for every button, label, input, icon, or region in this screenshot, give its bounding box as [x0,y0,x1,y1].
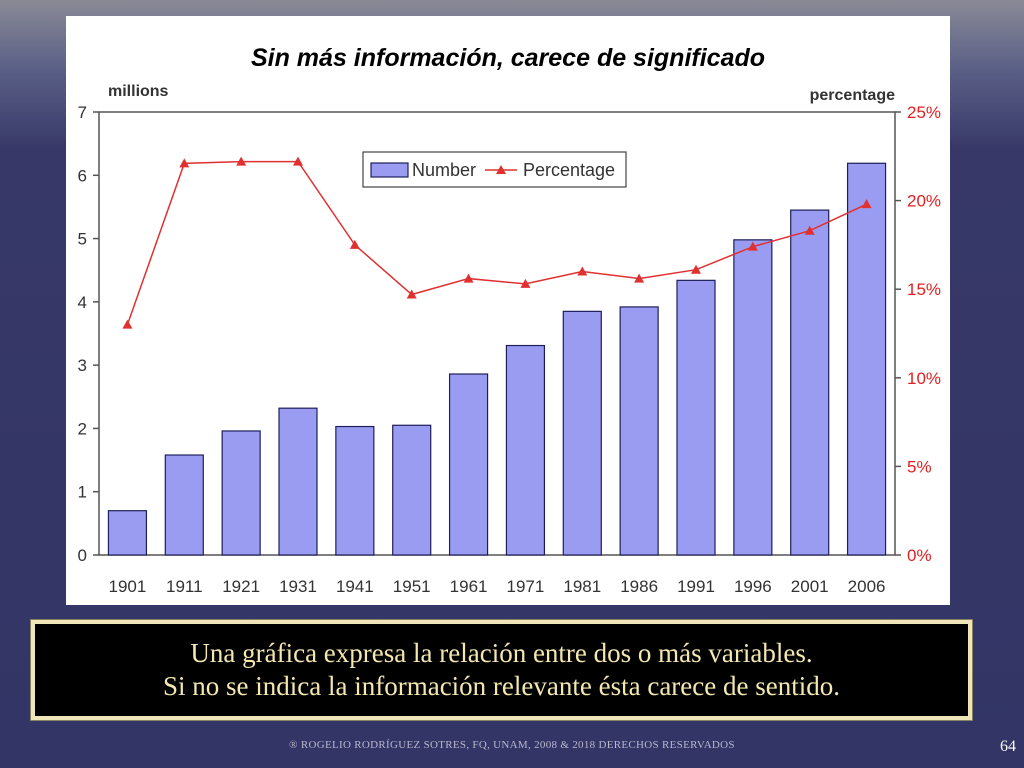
percentage-point-1991 [691,264,701,274]
legend-label-number: Number [412,160,476,180]
bar-1951 [392,424,432,556]
left-tick-label: 0 [78,546,87,565]
x-tick-label: 1986 [620,577,658,596]
legend-label-percentage: Percentage [523,160,615,180]
left-tick-label: 1 [78,483,87,502]
right-tick-label: 0% [907,546,932,565]
left-tick-label: 3 [78,356,87,375]
x-tick-label: 1941 [336,577,374,596]
tick-labels: 0 1 2 3 4 5 6 7 0% 5% 10% 15% 20% 25% millions percenta… [78,83,942,596]
right-tick-label: 5% [907,457,932,476]
bar-2001 [790,209,830,556]
copyright-footer: ® ROGELIO RODRÍGUEZ SOTRES, FQ, UNAM, 20… [289,739,735,751]
left-tick-label: 6 [78,166,87,185]
left-tick-label: 5 [78,230,87,249]
left-tick-label: 4 [78,293,87,312]
x-tick-label: 1991 [677,577,715,596]
left-tick-label: 2 [78,419,87,438]
x-tick-label: 1911 [166,577,203,596]
percentage-point-1931 [293,156,303,166]
chart-panel: Sin más información, carece de significa… [66,16,950,605]
legend-swatch-number [370,162,409,178]
bars [107,162,887,556]
bar-1931 [278,407,318,556]
x-tick-label: 2006 [848,577,886,596]
bar-1981 [562,310,602,556]
percentage-point-2001 [804,225,815,235]
bar-1901 [107,510,148,556]
percentage-point-1941 [349,239,360,249]
bar-1911 [164,454,204,556]
percentage-point-1961 [463,273,474,283]
plot-frame [98,111,896,556]
bar-1991 [676,279,716,556]
x-tick-label: 1931 [279,577,317,596]
chart-title: Sin más información, carece de significa… [250,44,766,72]
percentage-point-1981 [577,266,588,276]
caption-line-1: Una gráfica expresa la relación entre do… [190,638,813,668]
caption-box: Una gráfica expresa la relación entre do… [31,620,972,720]
percentage-point-1986 [634,273,645,283]
left-axis-unit-label: millions [108,83,169,100]
bar-1986 [619,306,659,556]
x-tick-label: 1996 [734,577,772,596]
x-tick-label: 2001 [791,577,829,596]
percentage-point-1901 [122,319,133,329]
x-tick-label: 1951 [393,577,431,596]
left-tick-label: 7 [78,103,87,122]
caption-line-2: Si no se indica la información relevante… [163,671,840,701]
percentage-point-1971 [520,278,531,288]
bar-1971 [505,344,546,556]
bar-2006 [846,162,887,556]
x-tick-label: 1981 [563,577,601,596]
legend: Number Percentage [362,151,627,188]
x-tick-label: 1961 [450,577,488,596]
percentage-point-2006 [861,199,872,209]
percentage-point-1921 [236,156,247,166]
percentage-point-1911 [179,158,190,168]
chart-svg: 0 1 2 3 4 5 6 7 0% 5% 10% 15% 20% 25% millions percenta… [78,83,942,596]
x-tick-label: 1921 [222,577,260,596]
bar-1941 [335,425,375,556]
x-tick-label: 1971 [507,577,545,596]
x-tick-label: 1901 [109,577,147,596]
bar-1996 [733,239,773,556]
page-number: 64 [1000,738,1016,755]
percentage-line [122,156,872,329]
percentage-point-1951 [406,289,417,299]
legend-marker-percentage [496,165,506,174]
bar-1921 [221,430,261,556]
percentage-series-line [126,160,867,325]
right-tick-label: 10% [907,369,941,388]
right-tick-label: 25% [907,103,941,122]
right-tick-label: 20% [907,192,941,211]
right-tick-label: 15% [907,280,941,299]
axes [93,111,901,556]
bar-1961 [448,373,489,556]
right-axis-unit-label: percentage [810,87,895,104]
percentage-point-1996 [747,241,758,251]
